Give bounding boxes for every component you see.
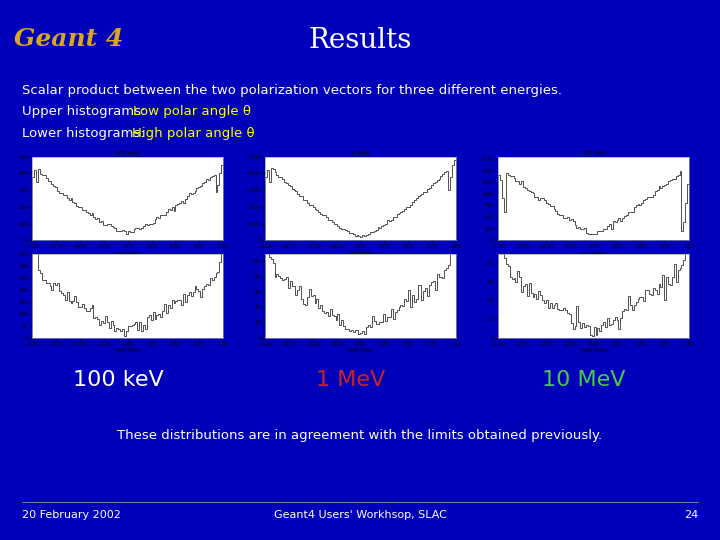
Text: 20 February 2002: 20 February 2002 <box>22 510 120 521</box>
Title: 100 keV: 100 keV <box>115 151 140 156</box>
Text: Low polar angle θ: Low polar angle θ <box>133 105 251 118</box>
Text: Results: Results <box>308 27 412 54</box>
Text: 1 MeV: 1 MeV <box>316 370 385 390</box>
Title: 1 MeV: 1 MeV <box>351 151 370 156</box>
X-axis label: High theta: High theta <box>114 348 141 353</box>
Text: Upper histograms:: Upper histograms: <box>22 105 153 118</box>
Text: These distributions are in agreement with the limits obtained previously.: These distributions are in agreement wit… <box>117 429 603 442</box>
X-axis label: Cos theta: Cos theta <box>116 251 140 256</box>
Text: Lower histograms:: Lower histograms: <box>22 127 148 140</box>
Text: 100 keV: 100 keV <box>73 370 163 390</box>
X-axis label: High theta: High theta <box>347 348 374 353</box>
Text: Geant 4: Geant 4 <box>14 27 124 51</box>
Text: 10 MeV: 10 MeV <box>542 370 626 390</box>
X-axis label: Cos theta: Cos theta <box>348 251 372 256</box>
Text: 24: 24 <box>684 510 698 521</box>
X-axis label: Cos theta: Cos theta <box>582 251 606 256</box>
Title: * 10 MeV: * 10 MeV <box>580 151 608 156</box>
Text: Scalar product between the two polarization vectors for three different energies: Scalar product between the two polarizat… <box>22 84 562 97</box>
Text: Geant4 Users' Workhsop, SLAC: Geant4 Users' Workhsop, SLAC <box>274 510 446 521</box>
Text: High polar angle θ: High polar angle θ <box>132 127 254 140</box>
X-axis label: High theta: High theta <box>580 348 607 353</box>
